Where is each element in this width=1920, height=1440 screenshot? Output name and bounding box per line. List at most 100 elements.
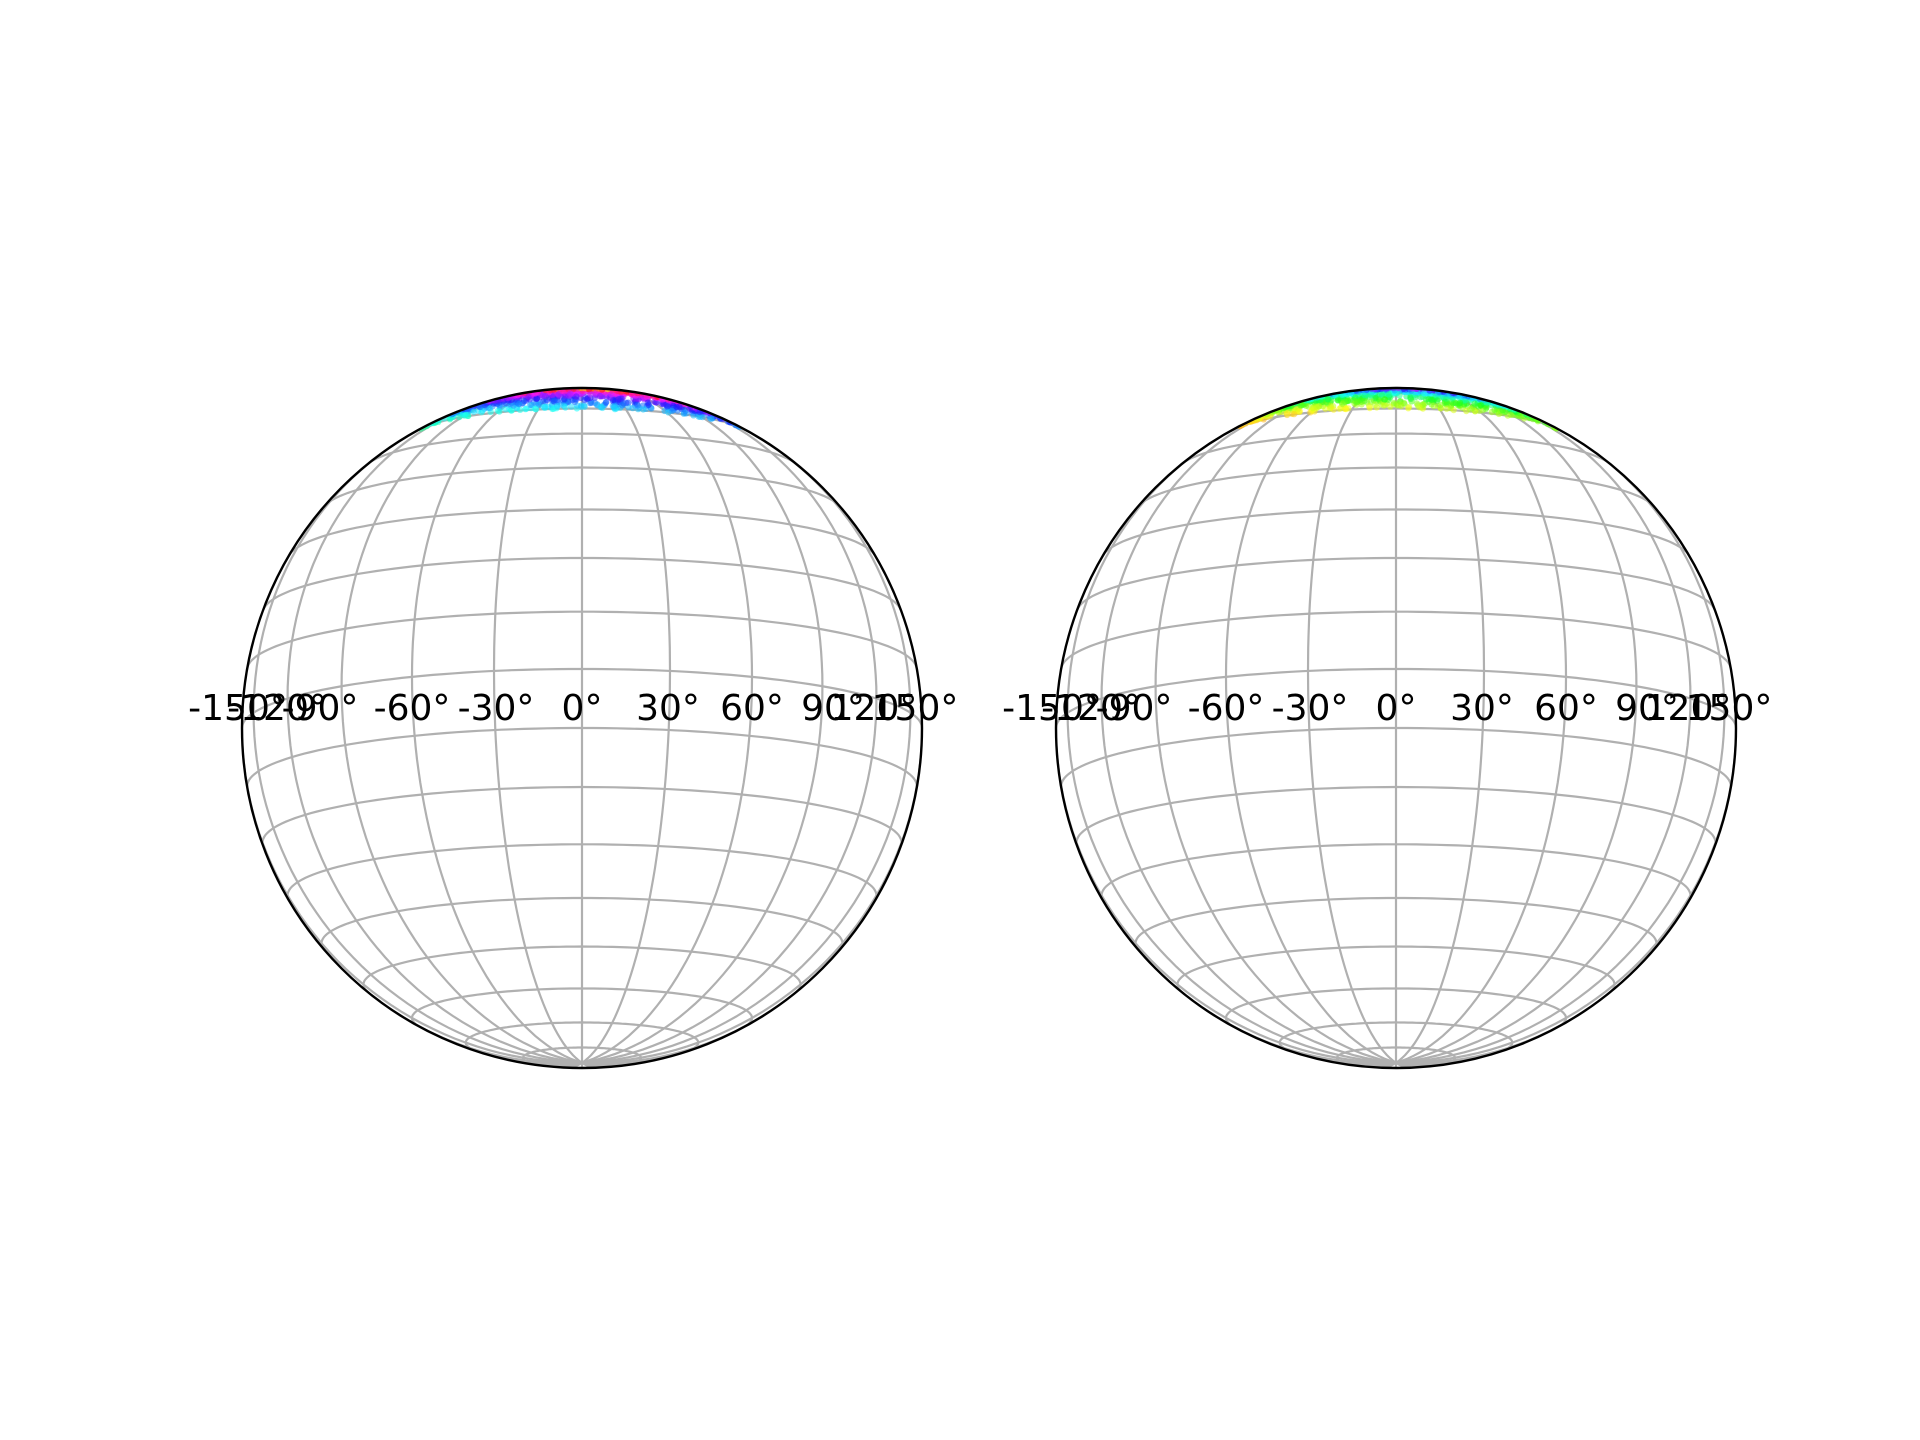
xtick-label: 30° (636, 688, 700, 729)
data-point (581, 403, 588, 410)
parallel-line (1176, 945, 1616, 994)
data-point (486, 405, 494, 412)
meridian-line (286, 399, 583, 1064)
xtick-label: -150° (188, 688, 288, 729)
data-point (533, 395, 540, 402)
data-point (596, 392, 604, 400)
data-point (527, 401, 534, 408)
xtick-label: 0° (1376, 688, 1417, 729)
xtick-label: 150° (1686, 688, 1773, 729)
data-point (681, 409, 688, 416)
meridian-line (1154, 391, 1397, 1064)
xtick-label: 30° (1450, 688, 1514, 729)
xtick-label: -30° (458, 688, 535, 729)
data-point (1416, 404, 1423, 411)
meridian-line (1395, 391, 1638, 1064)
globe-right: -150°-120°-90° -60° -30° 0° 30° 60° 90°120°150… (1002, 386, 1772, 1070)
parallel-line (261, 785, 903, 847)
data-point (1284, 410, 1291, 417)
xtick-label: 90° (801, 688, 865, 729)
xtick-label: 0° (562, 688, 603, 729)
parallel-line (1100, 843, 1692, 902)
data-point (644, 399, 651, 406)
data-point (502, 406, 509, 413)
parallel-line (1181, 432, 1611, 465)
data-point (470, 408, 477, 415)
data-point (554, 403, 561, 410)
data-point (668, 407, 676, 415)
xtick-label: -120° (1041, 688, 1141, 729)
data-point (1434, 397, 1441, 404)
data-point (1507, 411, 1515, 418)
xtick-label: 150° (872, 688, 959, 729)
data-point (1309, 404, 1317, 412)
data-point (462, 411, 469, 418)
data-point (629, 404, 636, 412)
data-point (1397, 401, 1405, 408)
data-point (540, 403, 547, 411)
data-point (592, 390, 599, 397)
data-point (1437, 401, 1444, 409)
data-point (1452, 400, 1460, 407)
data-point (1344, 397, 1352, 405)
data-point (1324, 395, 1332, 403)
data-point (496, 408, 503, 415)
data-point (608, 390, 615, 398)
xtick-label: 60° (1534, 688, 1598, 729)
data-point (1467, 406, 1474, 413)
data-point (542, 392, 549, 400)
data-point (1385, 391, 1392, 398)
data-point (1327, 404, 1334, 411)
meridian-line (1395, 399, 1692, 1064)
parallel-line (1076, 556, 1716, 611)
data-point (521, 397, 528, 405)
data-point (1395, 388, 1402, 392)
data-point (1387, 403, 1394, 410)
data-point (1361, 397, 1368, 404)
parallel-line (1075, 785, 1717, 847)
meridian-line (1395, 388, 1486, 1064)
graticule (1056, 388, 1736, 1068)
xtick-labels: -150°-120°-90° -60° -30° 0° 30° 60° 90°120°150… (1002, 688, 1772, 729)
data-point (1471, 400, 1478, 407)
data-point (587, 391, 594, 398)
xtick-label: -30° (1272, 688, 1349, 729)
data-point (550, 397, 557, 404)
xtick-labels: -150°-120°-90° -60° -30° 0° 30° 60° 90°120°150… (188, 688, 958, 729)
data-point (571, 398, 579, 405)
meridian-line (340, 391, 583, 1064)
data-point (611, 404, 618, 412)
parallel-line (521, 1046, 643, 1068)
xtick-label: -90° (282, 688, 359, 729)
parallel-line (1102, 508, 1690, 556)
globe-outline (240, 386, 924, 1070)
data-point (562, 404, 569, 411)
meridian-line (492, 388, 583, 1064)
parallel-line (262, 556, 902, 611)
parallel-line (1137, 466, 1655, 508)
data-point (640, 406, 647, 413)
data-point (697, 413, 704, 420)
data-point (1297, 402, 1304, 409)
data-point (1295, 408, 1303, 416)
data-point (507, 407, 515, 414)
xtick-label: 120° (1645, 688, 1732, 729)
data-point (515, 400, 523, 408)
meridian-line (581, 434, 912, 1064)
meridian-line (252, 434, 583, 1064)
parallel-line (246, 610, 918, 669)
xtick-label: -150° (1002, 688, 1102, 729)
data-point (603, 398, 610, 406)
data-point (532, 406, 540, 413)
data-point (1290, 410, 1298, 418)
meridian-line (581, 388, 672, 1064)
xtick-label: 120° (831, 688, 918, 729)
data-point (588, 399, 595, 407)
parallel-line (1278, 1021, 1514, 1055)
data-point (1421, 390, 1428, 397)
data-point (1381, 396, 1388, 403)
data-point (456, 413, 463, 421)
data-point (1366, 404, 1374, 412)
parallel-line (1060, 610, 1732, 669)
